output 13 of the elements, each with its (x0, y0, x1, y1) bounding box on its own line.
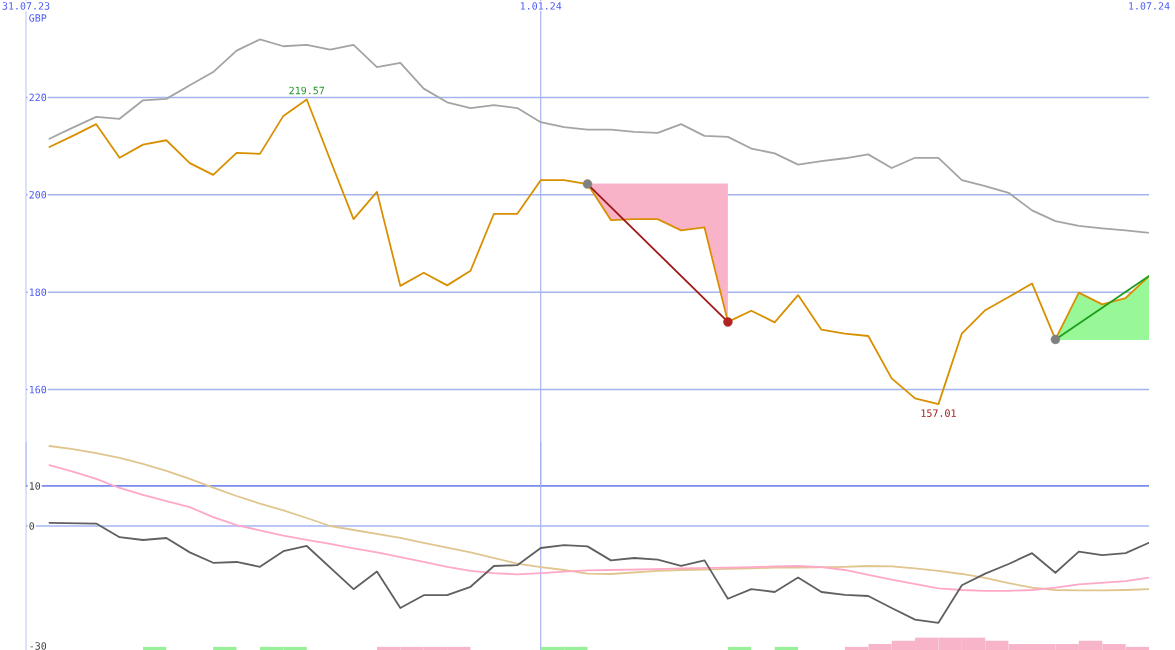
y-tick-label: 10 (29, 482, 41, 490)
y-tick-label: 160 (29, 385, 47, 394)
y-tick-label: 180 (29, 288, 47, 296)
x-tick-label: 31.07.23 (2, 2, 50, 10)
y-tick-label: 200 (29, 190, 47, 199)
y-tick-label: 0 (29, 522, 35, 530)
x-tick-label: 1.07.24 (1129, 2, 1170, 10)
annotation: 157.01 (921, 409, 956, 417)
ref-line-label: 1.01.24 (520, 2, 562, 10)
y-tick-label: 220 (29, 93, 47, 102)
y-axis-title: GBP (29, 14, 47, 22)
annotation: 219.57 (289, 86, 325, 95)
y-tick-label: -30 (30, 642, 47, 650)
